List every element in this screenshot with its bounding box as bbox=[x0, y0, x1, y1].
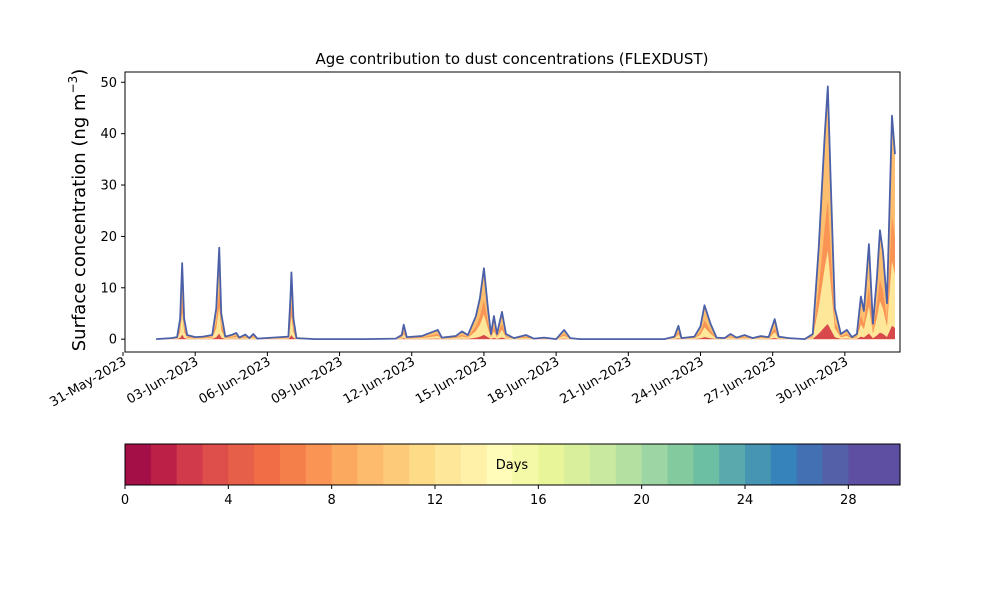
colorbar-segment bbox=[486, 444, 514, 485]
colorbar-segment bbox=[822, 444, 849, 485]
colorbar-segment bbox=[409, 444, 436, 485]
plot-frame bbox=[124, 71, 901, 353]
colorbar-segment bbox=[280, 444, 307, 485]
colorbar-tick-label: 28 bbox=[840, 493, 857, 508]
plot-area bbox=[156, 85, 896, 341]
colorbar-segment bbox=[202, 444, 229, 485]
colorbar-label: Days bbox=[496, 458, 529, 473]
colorbar bbox=[124, 443, 901, 486]
colorbar-segment bbox=[745, 444, 772, 485]
colorbar-segment bbox=[641, 444, 669, 485]
colorbar-segment bbox=[125, 444, 152, 485]
colorbar-segment bbox=[770, 444, 798, 485]
total-concentration-line bbox=[156, 85, 896, 341]
y-tick-label: 10 bbox=[100, 281, 117, 296]
colorbar-tick-label: 24 bbox=[737, 493, 754, 508]
colorbar-segment bbox=[176, 444, 204, 485]
colorbar-segment bbox=[667, 444, 694, 485]
y-tick-label: 20 bbox=[100, 230, 117, 245]
y-axis-label: Surface concentration (ng m−3) bbox=[66, 69, 90, 352]
age-area-2 bbox=[156, 250, 895, 340]
colorbar-segment bbox=[228, 444, 255, 485]
y-axis: 0 10 20 30 40 50 bbox=[100, 76, 125, 348]
colorbar-segment bbox=[383, 444, 410, 485]
colorbar-tick-label: 4 bbox=[224, 493, 232, 508]
colorbar-segment bbox=[564, 444, 591, 485]
colorbar-segment bbox=[435, 444, 462, 485]
colorbar-tick-label: 0 bbox=[121, 493, 129, 508]
colorbar-segment bbox=[693, 444, 720, 485]
colorbar-segment bbox=[150, 444, 178, 485]
colorbar-tick-label: 16 bbox=[530, 493, 547, 508]
age-area-3 bbox=[156, 323, 895, 340]
y-tick-label: 40 bbox=[100, 127, 117, 142]
colorbar-segment bbox=[460, 444, 488, 485]
chart-title: Age contribution to dust concentrations … bbox=[316, 50, 709, 68]
colorbar-segment bbox=[848, 444, 875, 485]
colorbar-segment bbox=[254, 444, 281, 485]
colorbar-segment bbox=[305, 444, 333, 485]
colorbar-segment bbox=[874, 444, 901, 485]
y-tick-label: 0 bbox=[109, 333, 117, 348]
colorbar-tick-label: 20 bbox=[633, 493, 650, 508]
colorbar-segment bbox=[538, 444, 565, 485]
colorbar-segment bbox=[331, 444, 359, 485]
colorbar-axis: 0 4 8 12 16 20 24 28 bbox=[121, 485, 857, 508]
y-tick-label: 30 bbox=[100, 179, 117, 194]
y-tick-label: 50 bbox=[100, 76, 117, 91]
colorbar-segment bbox=[719, 444, 746, 485]
colorbar-frame bbox=[124, 443, 901, 486]
colorbar-segment bbox=[512, 444, 539, 485]
colorbar-segment bbox=[357, 444, 384, 485]
colorbar-segment bbox=[615, 444, 643, 485]
colorbar-segment bbox=[796, 444, 824, 485]
colorbar-tick-label: 8 bbox=[328, 493, 336, 508]
colorbar-segment bbox=[590, 444, 617, 485]
colorbar-tick-label: 12 bbox=[427, 493, 444, 508]
